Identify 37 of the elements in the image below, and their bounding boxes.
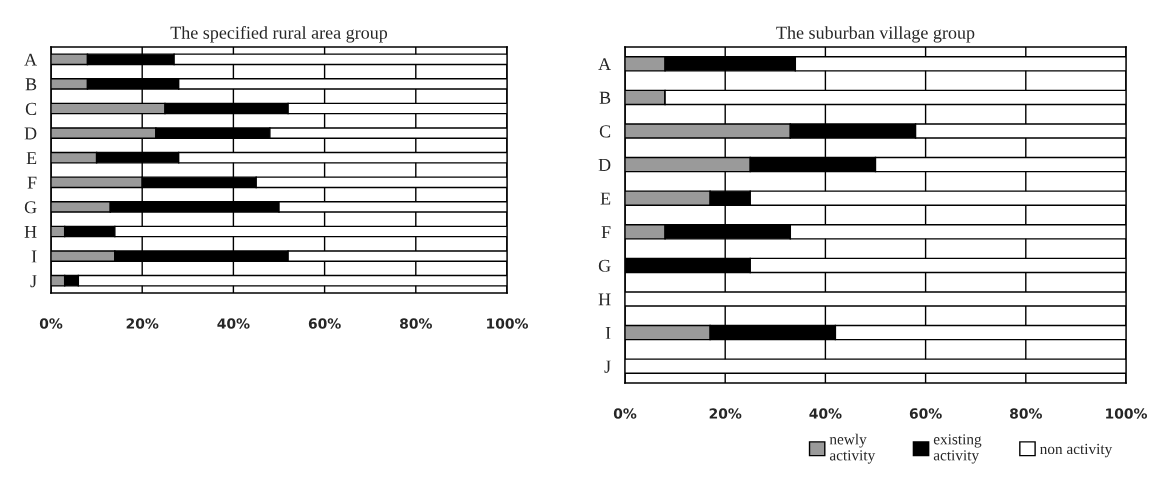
legend-label: newly activity [829,433,876,464]
x-tick-label: 100% [1106,408,1148,419]
y-tick-label: I [605,327,611,339]
x-tick-label: 80% [400,318,432,329]
y-tick-label: G [24,201,37,214]
y-tick-label: A [24,53,37,66]
y-tick-label: J [30,275,37,288]
x-tick-label: 20% [126,318,159,329]
x-tick-label: 0% [613,408,637,419]
y-tick-label: F [601,226,611,239]
y-tick-label: D [598,159,611,171]
y-tick-label: G [598,259,611,272]
y-tick-label: I [31,250,37,263]
y-tick-label: A [598,58,611,71]
legend-label: existing activity [933,434,982,464]
y-tick-label: B [25,78,37,91]
y-tick-label: H [24,225,37,238]
chart-title: The suburban village group [776,26,975,43]
y-tick-label: H [598,293,611,306]
y-tick-label: E [26,152,37,164]
x-tick-label: 40% [809,408,842,419]
y-tick-label: F [27,176,37,189]
x-tick-label: 20% [709,408,742,419]
x-tick-label: 60% [909,408,942,419]
chart-title: The specified rural area group [170,25,388,43]
x-tick-label: 60% [308,318,341,329]
y-tick-label: C [599,125,611,138]
x-tick-label: 0% [39,318,63,329]
y-tick-label: B [599,91,611,104]
x-tick-label: 80% [1010,408,1042,419]
x-tick-label: 100% [487,318,529,329]
y-tick-label: D [24,127,37,140]
legend-label: non activity [1040,443,1113,458]
x-tick-label: 40% [217,318,250,329]
y-tick-label: E [600,192,611,205]
y-tick-label: J [604,360,611,373]
y-tick-label: C [25,102,37,115]
